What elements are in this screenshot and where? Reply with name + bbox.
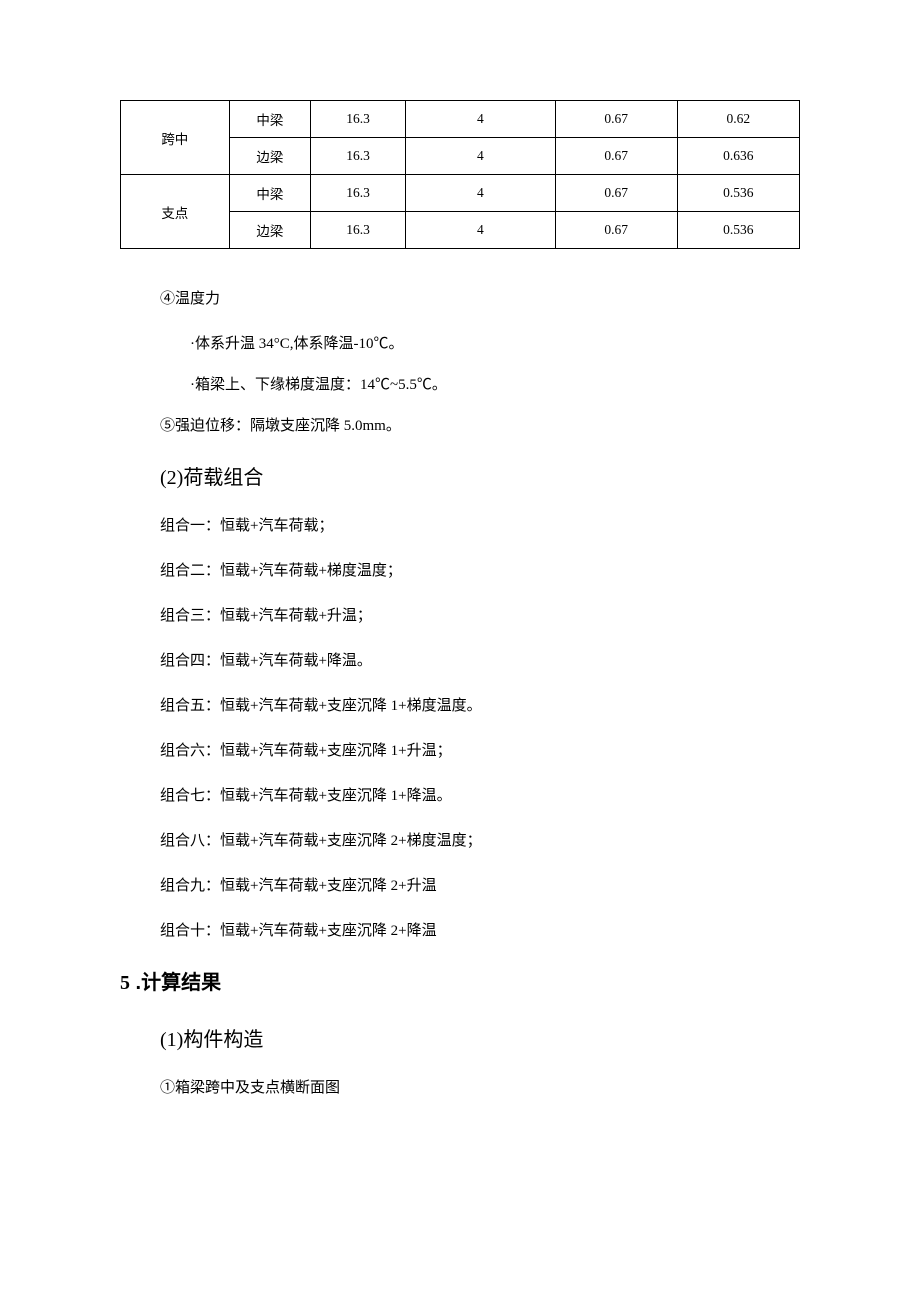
table-row: 支点 中梁 16.3 4 0.67 0.536	[121, 175, 800, 212]
paragraph: 组合五：恒载+汽车荷载+支座沉降 1+梯度温度。	[160, 696, 800, 717]
cell: 0.67	[555, 175, 677, 212]
body-content: ④温度力 ·体系升温 34°C,体系降温-10℃。 ·箱梁上、下缘梯度温度：14…	[120, 289, 800, 1099]
cell: 边梁	[229, 138, 310, 175]
paragraph: 组合三：恒载+汽车荷载+升温；	[160, 606, 800, 627]
subsection-heading: (1)构件构造	[160, 1023, 800, 1052]
paragraph: ⑤强迫位移：隔墩支座沉降 5.0mm。	[160, 416, 800, 437]
group-cell: 支点	[121, 175, 230, 249]
cell: 4	[406, 212, 555, 249]
data-table: 跨中 中梁 16.3 4 0.67 0.62 边梁 16.3 4 0.67 0.…	[120, 100, 800, 249]
cell: 0.67	[555, 101, 677, 138]
cell: 16.3	[311, 138, 406, 175]
paragraph: 组合四：恒载+汽车荷载+降温。	[160, 651, 800, 672]
cell: 边梁	[229, 212, 310, 249]
paragraph: ·体系升温 34°C,体系降温-10℃。	[160, 334, 800, 355]
group-cell: 跨中	[121, 101, 230, 175]
paragraph: 组合九：恒载+汽车荷载+支座沉降 2+升温	[160, 876, 800, 897]
paragraph: 组合八：恒载+汽车荷载+支座沉降 2+梯度温度；	[160, 831, 800, 852]
section-title: .计算结果	[130, 972, 221, 994]
cell: 中梁	[229, 101, 310, 138]
paragraph: 组合二：恒载+汽车荷载+梯度温度；	[160, 561, 800, 582]
cell: 16.3	[311, 212, 406, 249]
cell: 4	[406, 138, 555, 175]
cell: 16.3	[311, 101, 406, 138]
cell: 16.3	[311, 175, 406, 212]
cell: 0.536	[677, 212, 799, 249]
paragraph: 组合十：恒载+汽车荷载+支座沉降 2+降温	[160, 921, 800, 942]
section-heading: 5 .计算结果	[120, 966, 800, 995]
paragraph: 组合七：恒载+汽车荷载+支座沉降 1+降温。	[160, 786, 800, 807]
cell: 0.636	[677, 138, 799, 175]
paragraph: 组合六：恒载+汽车荷载+支座沉降 1+升温；	[160, 741, 800, 762]
section-number: 5	[120, 972, 130, 994]
cell: 4	[406, 101, 555, 138]
cell: 0.536	[677, 175, 799, 212]
table-row: 跨中 中梁 16.3 4 0.67 0.62	[121, 101, 800, 138]
paragraph: 组合一：恒载+汽车荷载；	[160, 516, 800, 537]
paragraph: ·箱梁上、下缘梯度温度：14℃~5.5℃。	[160, 375, 800, 396]
cell: 4	[406, 175, 555, 212]
document-page: 跨中 中梁 16.3 4 0.67 0.62 边梁 16.3 4 0.67 0.…	[0, 0, 920, 1183]
cell: 0.67	[555, 212, 677, 249]
cell: 0.67	[555, 138, 677, 175]
paragraph: ④温度力	[160, 289, 800, 310]
cell: 0.62	[677, 101, 799, 138]
cell: 中梁	[229, 175, 310, 212]
paragraph: ①箱梁跨中及支点横断面图	[160, 1078, 800, 1099]
subsection-heading: (2)荷载组合	[160, 461, 800, 490]
